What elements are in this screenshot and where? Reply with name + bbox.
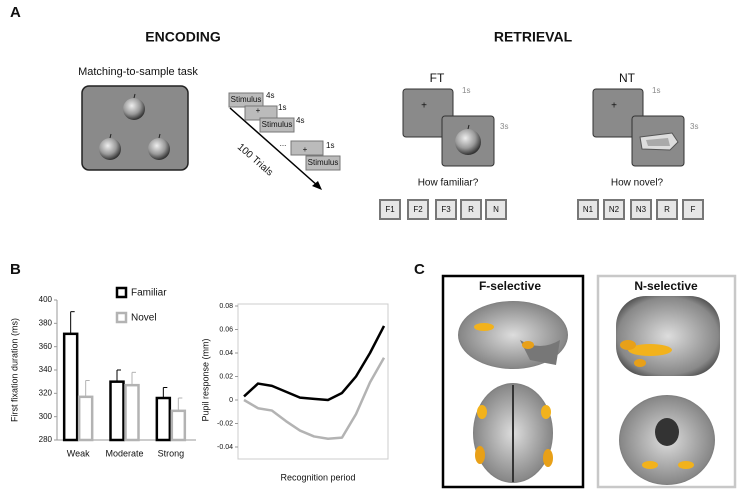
brain-images [458,296,720,485]
stimulus: Stimulus [231,95,262,104]
panel-c-title: N-selective [634,279,698,293]
button-label: R [664,205,670,214]
x-tick-label: Moderate [105,448,143,458]
y-tick-label: 380 [39,318,53,327]
y-tick-label: 400 [39,295,53,304]
condition-label: FT [430,71,445,85]
y-axis-label: Pupil response (mm) [200,338,210,421]
legend-label: Familiar [131,288,167,299]
bar [77,395,94,442]
y-tick-label: 340 [39,365,53,374]
retrieval-title: RETRIEVAL [494,29,573,45]
duration: 4s [296,116,304,125]
apples [99,93,170,160]
button-label: R [468,205,474,214]
y-tick-label: -0.02 [217,420,233,427]
bar [170,409,187,442]
button-label: N2 [609,205,620,214]
stimulus: Stimulus [262,120,293,129]
x-axis-label: Recognition period [280,472,355,482]
response-button [603,199,625,220]
bar [109,380,125,442]
stimulus: Stimulus [308,158,339,167]
button-label: F3 [441,205,451,214]
y-tick-label: 0.08 [219,303,233,310]
fixation: + [611,101,617,112]
ellipsis: ... [280,139,287,148]
nt-screens [592,88,685,167]
n-selective-frame [596,274,737,489]
response-button [379,199,401,220]
x-tick-label: Strong [158,448,185,458]
y-tick-label: 0 [229,397,233,404]
f-selective-frame [441,274,585,489]
button-label: F2 [413,205,423,214]
timeline [228,92,341,190]
y-tick-label: 0.06 [219,326,233,333]
button-label: F1 [385,205,395,214]
panel-label: B [10,261,21,278]
encoding-title: ENCODING [145,29,221,45]
plot-frame [237,303,389,460]
response-button [485,199,507,220]
response-button [407,199,429,220]
y-tick-label: 360 [39,342,53,351]
duration: 4s [266,91,274,100]
fixation: + [256,106,261,115]
response-button [682,199,704,220]
button-label: N [493,205,499,214]
ft-screens [402,88,495,167]
button-label: N1 [583,205,594,214]
x-tick-label: Weak [67,448,90,458]
question: How familiar? [418,178,479,189]
panel-c-title: F-selective [479,279,541,293]
pupil-line [243,357,386,441]
legend-label: Novel [131,313,157,324]
y-tick-label: 0.02 [219,373,233,380]
fixation: + [421,101,427,112]
y-axis-label: First fixation duration (ms) [9,318,19,422]
question: How novel? [611,178,664,189]
task-label: Matching-to-sample task [78,66,198,78]
duration: 1s [278,103,286,112]
bar [62,332,79,442]
button-label: N3 [636,205,647,214]
y-tick-label: 300 [39,412,53,421]
pupil-line [243,325,386,402]
bar [124,383,140,442]
y-tick-label: -0.04 [217,444,233,451]
response-button [656,199,678,220]
duration: 3s [500,122,508,131]
fixation: + [303,145,308,154]
y-tick-label: 320 [39,388,53,397]
condition-label: NT [619,71,636,85]
button-label: F [691,205,696,214]
duration: 1s [652,86,660,95]
response-button [630,199,652,220]
duration: 1s [326,141,334,150]
legend-swatch [115,311,128,324]
y-tick-label: 280 [39,435,53,444]
response-button [577,199,599,220]
duration: 3s [690,122,698,131]
panel-label: C [414,261,425,278]
panel-label: A [10,4,21,21]
bar [155,396,172,442]
duration: 1s [462,86,470,95]
y-tick-label: 0.04 [219,350,233,357]
response-button [435,199,457,220]
trials-label: 100 Trials [235,142,275,179]
response-button [460,199,482,220]
legend-swatch [115,286,128,299]
